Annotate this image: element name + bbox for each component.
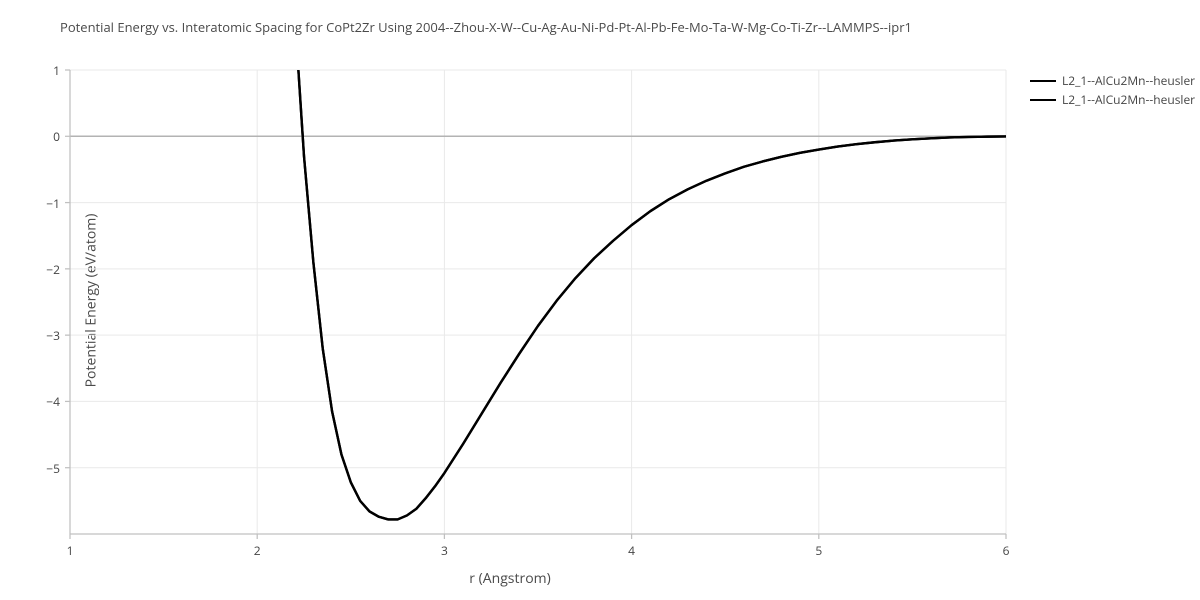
x-tick-label: 1 xyxy=(60,542,80,559)
x-tick-label: 6 xyxy=(996,542,1016,559)
legend: L2_1--AlCu2Mn--heusler L2_1--AlCu2Mn--heu… xyxy=(1030,72,1195,110)
y-tick-label: 0 xyxy=(53,128,60,145)
legend-item[interactable]: L2_1--AlCu2Mn--heusler xyxy=(1030,72,1195,89)
x-axis-label: r (Angstrom) xyxy=(0,569,1020,588)
y-tick-label: −2 xyxy=(46,261,60,278)
legend-label: L2_1--AlCu2Mn--heusler xyxy=(1062,91,1195,108)
y-tick-label: 1 xyxy=(53,62,60,79)
x-tick-label: 3 xyxy=(434,542,454,559)
y-tick-label: −3 xyxy=(46,327,60,344)
x-tick-label: 5 xyxy=(809,542,829,559)
legend-item[interactable]: L2_1--AlCu2Mn--heusler xyxy=(1030,91,1195,108)
x-tick-label: 2 xyxy=(247,542,267,559)
series-line-1[interactable] xyxy=(291,0,1006,519)
series-line-0[interactable] xyxy=(291,0,1006,519)
y-tick-label: −4 xyxy=(46,393,60,410)
chart-container: Potential Energy vs. Interatomic Spacing… xyxy=(0,0,1200,600)
legend-label: L2_1--AlCu2Mn--heusler xyxy=(1062,72,1195,89)
plot-area xyxy=(70,70,1006,534)
y-tick-label: −5 xyxy=(46,460,60,477)
y-tick-label: −1 xyxy=(46,195,60,212)
x-tick-label: 4 xyxy=(622,542,642,559)
legend-swatch xyxy=(1030,99,1056,101)
legend-swatch xyxy=(1030,80,1056,82)
chart-title: Potential Energy vs. Interatomic Spacing… xyxy=(60,18,1140,36)
